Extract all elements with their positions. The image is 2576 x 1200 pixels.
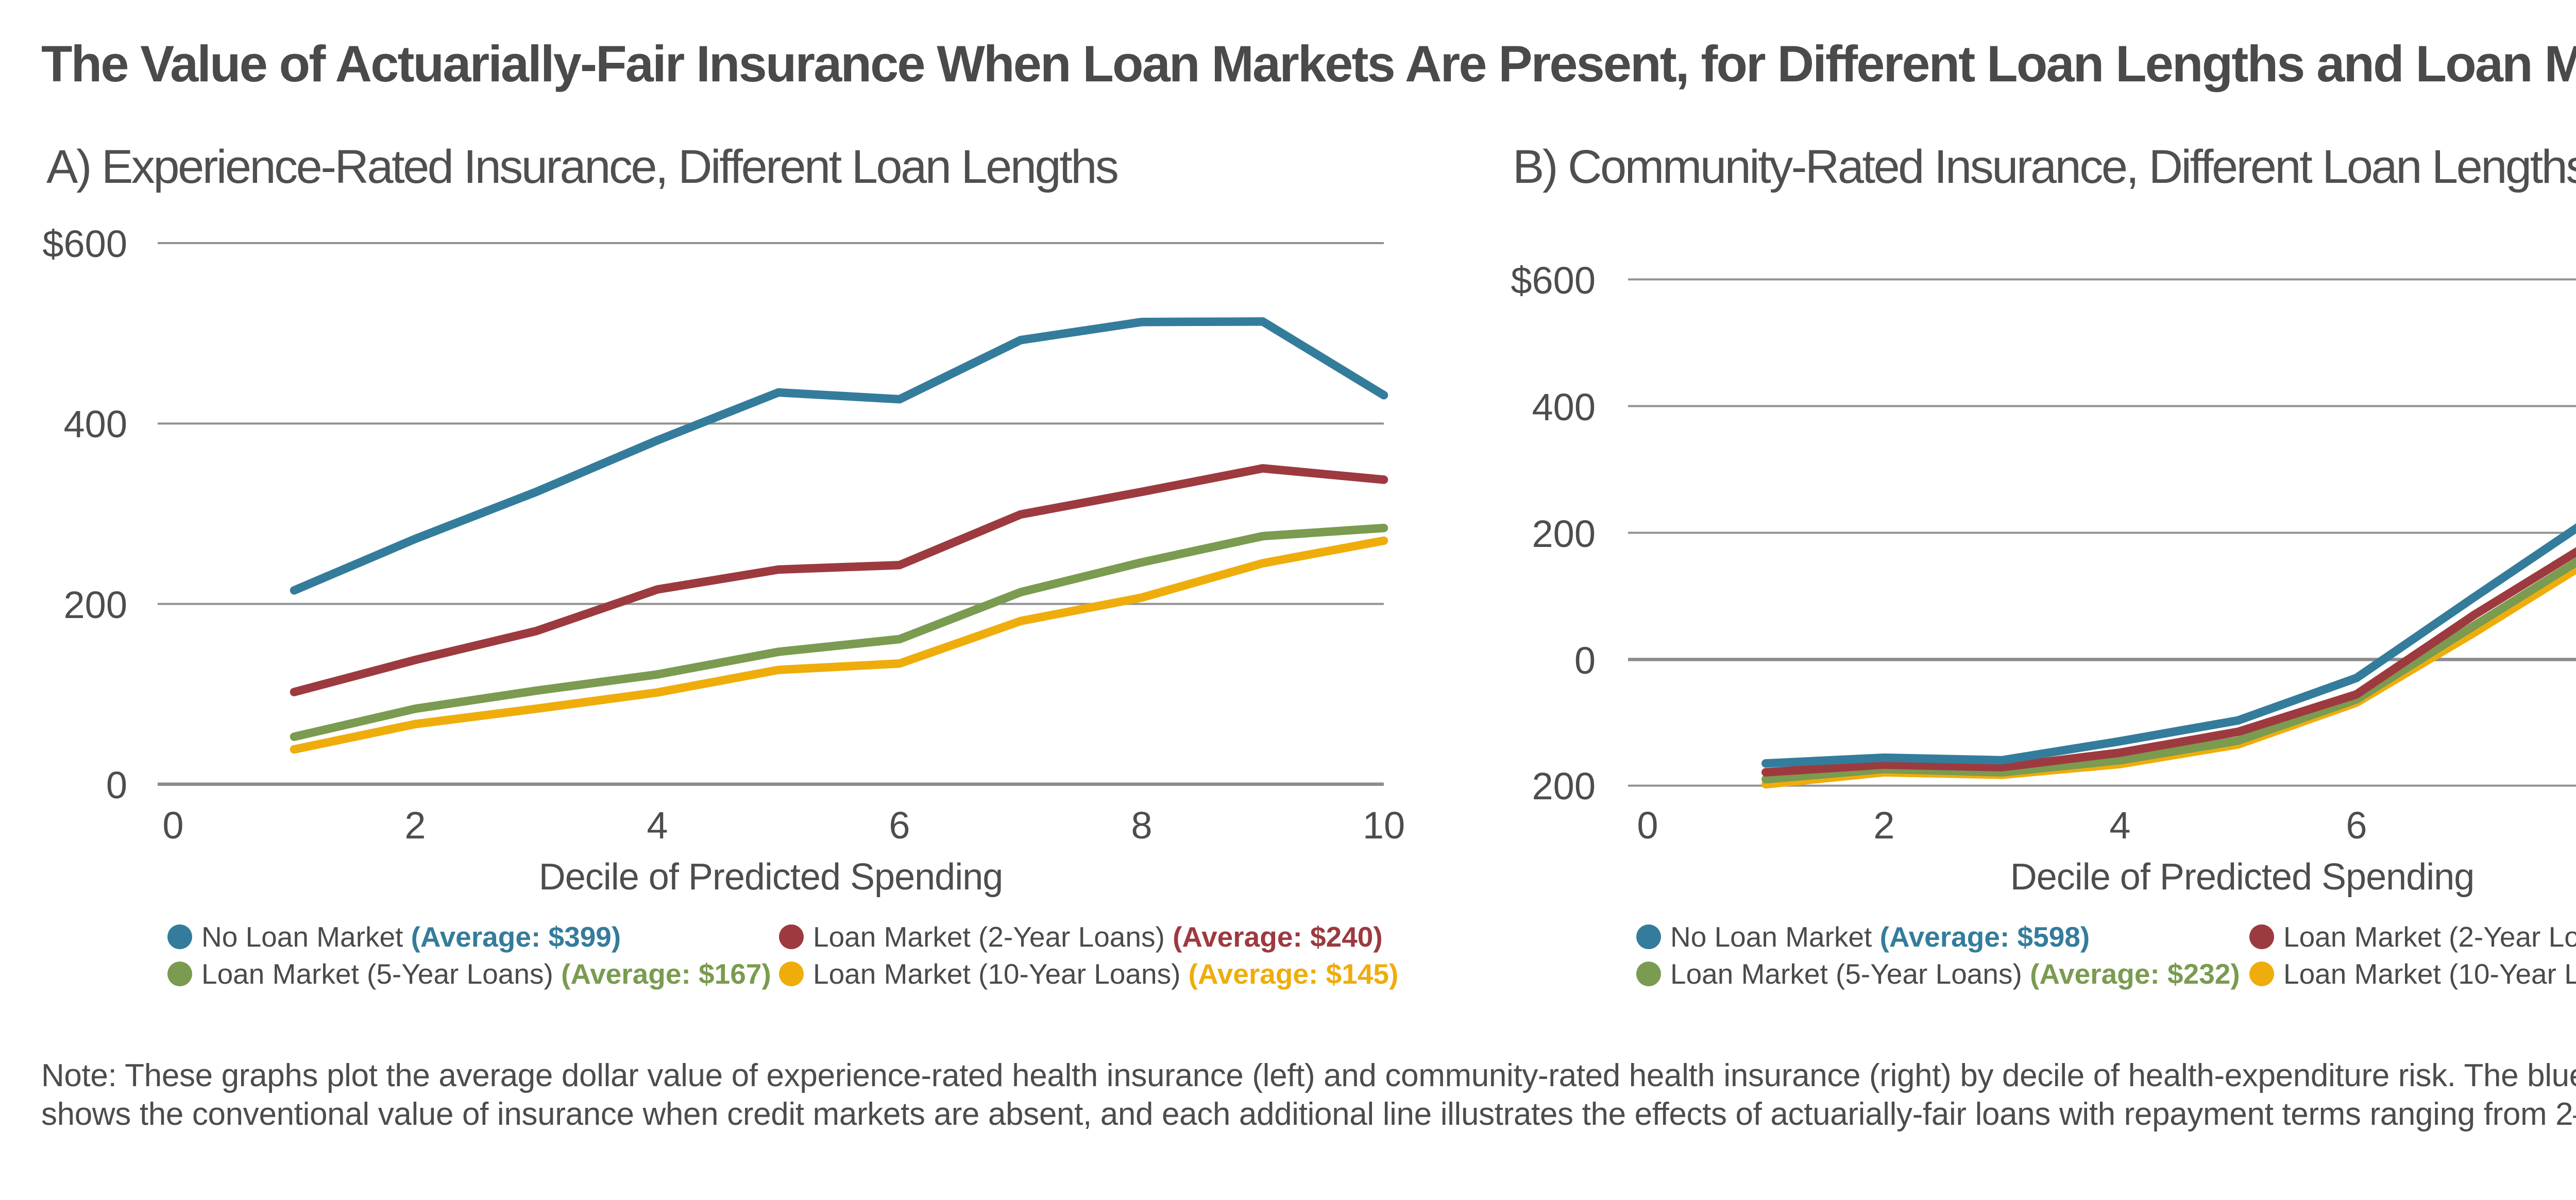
svg-text:Decile of Predicted Spending: Decile of Predicted Spending (2010, 856, 2475, 898)
svg-text:0: 0 (1574, 639, 1596, 682)
svg-text:200: 200 (64, 584, 127, 626)
svg-text:2: 2 (404, 804, 426, 847)
svg-text:No Loan Market (Average: $598): No Loan Market (Average: $598) (1670, 921, 2090, 953)
svg-text:B) Community-Rated Insurance,: B) Community-Rated Insurance, Different … (1513, 141, 2576, 193)
svg-text:$600: $600 (1511, 259, 1596, 302)
svg-text:400: 400 (1532, 386, 1596, 428)
svg-text:shows the conventional value o: shows the conventional value of insuranc… (41, 1096, 2576, 1132)
svg-text:8: 8 (1131, 804, 1152, 847)
svg-text:Loan Market (10-Year Loans) (A: Loan Market (10-Year Loans) (Average: $1… (813, 958, 1398, 990)
svg-text:Note: These graphs plot the av: Note: These graphs plot the average doll… (41, 1058, 2576, 1093)
svg-text:Loan Market (10-Year Loans) (A: Loan Market (10-Year Loans) (Average: $1… (2283, 958, 2576, 990)
svg-text:6: 6 (2346, 804, 2367, 847)
svg-text:4: 4 (2109, 804, 2130, 847)
svg-text:200: 200 (1532, 765, 1596, 808)
svg-text:Loan Market (2-Year Loans) (Av: Loan Market (2-Year Loans) (Average: $24… (813, 921, 1383, 953)
svg-text:2: 2 (1873, 804, 1894, 847)
svg-text:0: 0 (1637, 804, 1658, 847)
svg-text:$600: $600 (42, 222, 127, 265)
svg-text:400: 400 (64, 403, 127, 445)
svg-text:200: 200 (1532, 512, 1596, 555)
svg-text:Loan Market (5-Year Loans) (Av: Loan Market (5-Year Loans) (Average: $23… (1670, 958, 2240, 990)
svg-text:6: 6 (889, 804, 910, 847)
svg-text:The Value of Actuarially-Fair: The Value of Actuarially-Fair Insurance … (41, 35, 2576, 92)
svg-text:0: 0 (162, 804, 183, 847)
svg-text:Loan Market (5-Year Loans) (Av: Loan Market (5-Year Loans) (Average: $16… (201, 958, 771, 990)
svg-text:A) Experience-Rated Insurance,: A) Experience-Rated Insurance, Different… (46, 141, 1117, 193)
svg-text:10: 10 (1363, 804, 1405, 847)
svg-text:No Loan Market (Average: $399): No Loan Market (Average: $399) (201, 921, 621, 953)
svg-text:0: 0 (106, 764, 127, 807)
svg-text:4: 4 (647, 804, 668, 847)
svg-text:Loan Market (2-Year Loans) (Av: Loan Market (2-Year Loans) (Average: $34… (2283, 921, 2576, 953)
svg-text:Decile of Predicted Spending: Decile of Predicted Spending (539, 856, 1003, 898)
